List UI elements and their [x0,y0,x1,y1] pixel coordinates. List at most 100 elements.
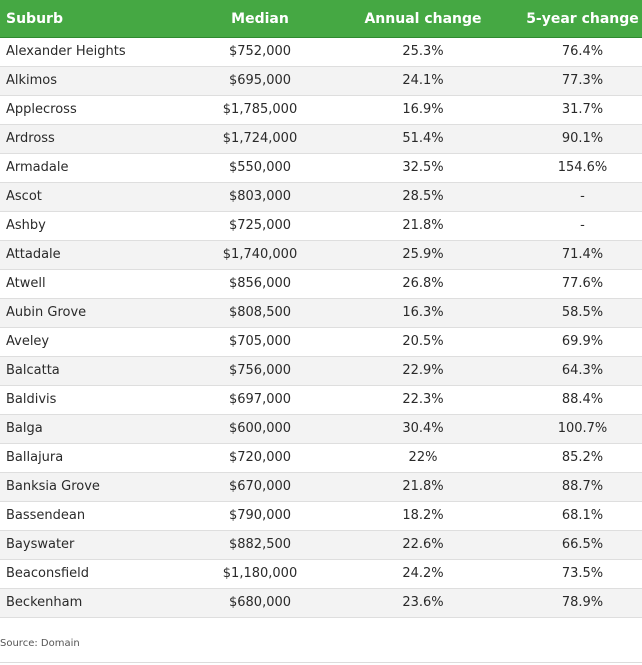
cell-median: $550,000 [228,160,292,175]
table-row: Alexander Heights $752,000 25.3% 76.4% [0,38,642,67]
cell-annual-change: 22.3% [402,392,444,407]
cell-suburb: Aubin Grove [6,305,87,320]
table-row: Aubin Grove $808,500 16.3% 58.5% [0,299,642,328]
cell-annual-change: 23.6% [402,595,444,610]
cell-five-year-change: 90.1% [561,131,604,146]
cell-median: $600,000 [228,421,292,436]
cell-annual-change: 25.9% [402,247,444,262]
cell-annual-change: 26.8% [402,276,444,291]
cell-suburb: Ashby [6,218,46,233]
table-row: Alkimos $695,000 24.1% 77.3% [0,67,642,96]
cell-suburb: Alexander Heights [6,44,126,59]
table-row: Ascot $803,000 28.5% - [0,183,642,212]
cell-annual-change: 51.4% [402,131,444,146]
data-table: Suburb Median Annual change 5-year chang… [0,0,642,618]
cell-suburb: Armadale [6,160,69,175]
cell-suburb: Bassendean [6,508,86,523]
cell-five-year-change: 77.6% [561,276,604,291]
cell-annual-change: 21.8% [402,218,444,233]
table-header: Suburb Median Annual change 5-year chang… [0,0,642,38]
cell-annual-change: 24.1% [402,73,444,88]
cell-suburb: Applecross [6,102,77,117]
cell-median: $725,000 [228,218,292,233]
cell-suburb: Bayswater [6,537,75,552]
cell-annual-change: 16.3% [402,305,444,320]
table-row: Ballajura $720,000 22% 85.2% [0,444,642,473]
cell-five-year-change: 77.3% [561,73,604,88]
table-row: Banksia Grove $670,000 21.8% 88.7% [0,473,642,502]
cell-median: $697,000 [228,392,292,407]
table-row: Ardross $1,724,000 51.4% 90.1% [0,125,642,154]
cell-annual-change: 25.3% [402,44,444,59]
cell-median: $856,000 [228,276,292,291]
cell-suburb: Balga [6,421,43,436]
cell-median: $752,000 [228,44,292,59]
cell-suburb: Beaconsfield [6,566,90,581]
cell-suburb: Attadale [6,247,61,262]
cell-median: $695,000 [228,73,292,88]
cell-annual-change: 18.2% [402,508,444,523]
table-row: Armadale $550,000 32.5% 154.6% [0,154,642,183]
cell-median: $1,740,000 [222,247,298,262]
cell-suburb: Aveley [6,334,50,349]
table-row: Balga $600,000 30.4% 100.7% [0,415,642,444]
table-row: Attadale $1,740,000 25.9% 71.4% [0,241,642,270]
cell-median: $1,724,000 [222,131,298,146]
cell-median: $1,180,000 [222,566,298,581]
cell-median: $882,500 [228,537,292,552]
cell-annual-change: 16.9% [402,102,444,117]
table-row: Atwell $856,000 26.8% 77.6% [0,270,642,299]
source-note: Source: Domain [0,638,80,649]
cell-five-year-change: 68.1% [561,508,604,523]
cell-annual-change: 20.5% [402,334,444,349]
table-body: Alexander Heights $752,000 25.3% 76.4% Alkim… [0,38,642,618]
cell-suburb: Alkimos [6,73,58,88]
header-annual-change: Annual change [364,11,482,27]
cell-five-year-change: 64.3% [561,363,604,378]
cell-suburb: Ballajura [6,450,64,465]
header-median: Median [231,11,289,27]
cell-suburb: Banksia Grove [6,479,100,494]
cell-five-year-change: 58.5% [561,305,604,320]
cell-median: $790,000 [228,508,292,523]
cell-median: $1,785,000 [222,102,298,117]
table-row: Beaconsfield $1,180,000 24.2% 73.5% [0,560,642,589]
cell-five-year-change: 154.6% [557,160,608,175]
header-five-year-change: 5-year change [526,11,639,27]
cell-five-year-change: 66.5% [561,537,604,552]
table-row: Ashby $725,000 21.8% - [0,212,642,241]
cell-suburb: Balcatta [6,363,60,378]
cell-five-year-change: 69.9% [561,334,604,349]
table-row: Bassendean $790,000 18.2% 68.1% [0,502,642,531]
cell-median: $803,000 [228,189,292,204]
cell-five-year-change: 73.5% [561,566,604,581]
cell-five-year-change: - [580,218,585,233]
table-row: Baldivis $697,000 22.3% 88.4% [0,386,642,415]
cell-five-year-change: 31.7% [561,102,604,117]
cell-five-year-change: 100.7% [557,421,608,436]
cell-five-year-change: 71.4% [561,247,604,262]
cell-suburb: Atwell [6,276,46,291]
table-row: Aveley $705,000 20.5% 69.9% [0,328,642,357]
cell-median: $705,000 [228,334,292,349]
cell-annual-change: 22% [408,450,438,465]
cell-five-year-change: - [580,189,585,204]
cell-annual-change: 32.5% [402,160,444,175]
header-suburb: Suburb [6,11,63,27]
cell-median: $670,000 [228,479,292,494]
cell-suburb: Ardross [6,131,55,146]
divider [0,662,642,663]
cell-five-year-change: 76.4% [561,44,604,59]
cell-median: $756,000 [228,363,292,378]
cell-suburb: Beckenham [6,595,83,610]
cell-annual-change: 28.5% [402,189,444,204]
cell-five-year-change: 88.4% [561,392,604,407]
cell-annual-change: 24.2% [402,566,444,581]
cell-suburb: Baldivis [6,392,57,407]
cell-annual-change: 21.8% [402,479,444,494]
cell-five-year-change: 78.9% [561,595,604,610]
table-row: Beckenham $680,000 23.6% 78.9% [0,589,642,618]
cell-annual-change: 22.9% [402,363,444,378]
cell-annual-change: 30.4% [402,421,444,436]
cell-median: $808,500 [228,305,292,320]
